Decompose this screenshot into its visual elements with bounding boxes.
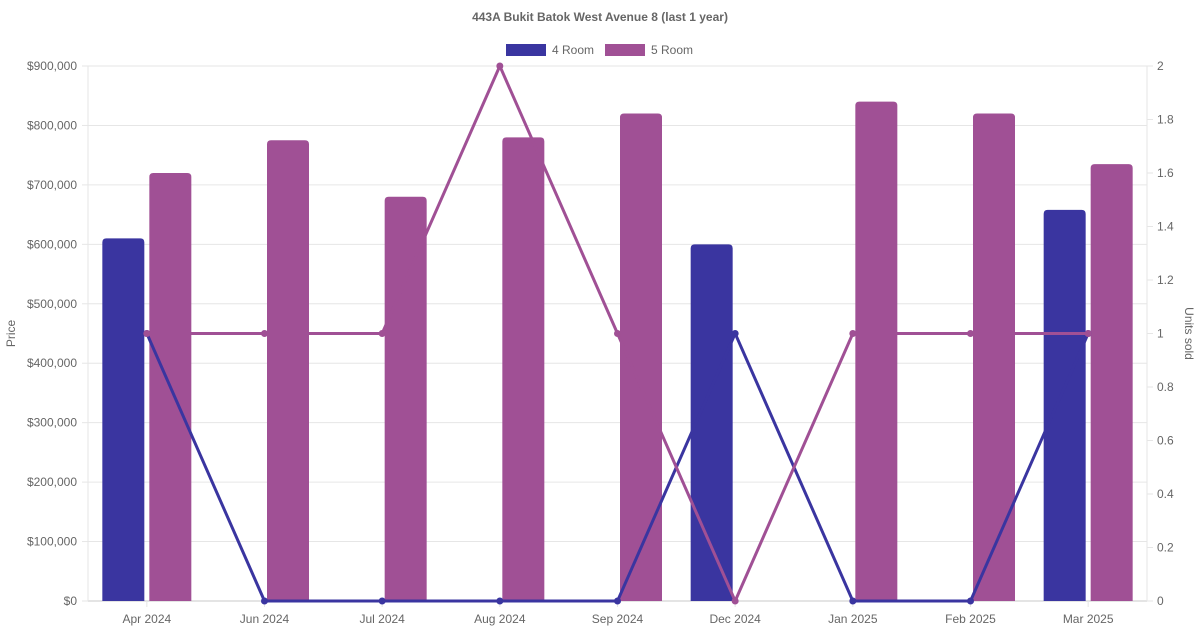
y-right-tick-label: 0.6	[1157, 434, 1174, 448]
y-right-tick-label: 0	[1157, 594, 1164, 608]
y-left-tick-label: $300,000	[27, 416, 77, 430]
legend-swatch-5-room	[605, 44, 645, 56]
units-point-5-room	[614, 330, 621, 337]
y-right-tick-label: 1.2	[1157, 273, 1174, 287]
y-left-tick-label: $0	[64, 594, 78, 608]
y-left-tick-label: $400,000	[27, 356, 77, 370]
units-point-5-room	[378, 330, 386, 337]
x-tick-label: Aug 2024	[474, 612, 526, 626]
y-right-tick-label: 1.4	[1157, 220, 1174, 234]
units-point-5-room	[1084, 330, 1092, 337]
x-tick-label: Feb 2025	[945, 612, 996, 626]
legend-swatch-4-room	[506, 44, 546, 56]
units-point-4-room	[378, 597, 386, 605]
units-point-4-room	[967, 597, 974, 605]
x-tick-label: Mar 2025	[1063, 612, 1114, 626]
x-tick-label: Apr 2024	[122, 612, 171, 626]
y-left-axis-label: Price	[4, 320, 18, 348]
y-right-tick-label: 1.6	[1157, 166, 1174, 180]
legend: 4 Room 5 Room	[506, 43, 693, 57]
y-left-tick-label: $600,000	[27, 237, 77, 251]
y-axis-left: $0 $100,000 $200,000 $300,000 $400,000 $500,0…	[4, 59, 88, 608]
y-right-tick-label: 0.2	[1157, 541, 1174, 555]
bar-5-room	[1090, 164, 1133, 602]
legend-label: 4 Room	[552, 43, 594, 57]
units-point-5-room	[261, 330, 268, 337]
y-left-tick-label: $800,000	[27, 118, 77, 132]
bar-5-room	[973, 113, 1015, 602]
y-right-tick-label: 0.8	[1157, 380, 1174, 394]
y-right-tick-label: 1.8	[1157, 113, 1174, 127]
x-tick-label: Jul 2024	[359, 612, 405, 626]
y-right-tick-label: 2	[1157, 59, 1164, 73]
units-point-5-room	[496, 62, 504, 70]
legend-label: 5 Room	[651, 43, 693, 57]
x-tick-label: Dec 2024	[709, 612, 761, 626]
bar-4-room	[102, 238, 145, 601]
bar-5-room	[855, 101, 898, 602]
x-tick-label: Jan 2025	[828, 612, 878, 626]
unit-lines	[143, 62, 1092, 605]
grid-lines	[87, 65, 1148, 602]
units-point-4-room	[731, 330, 739, 337]
bar-5-room	[267, 140, 309, 602]
units-point-5-room	[143, 330, 151, 337]
y-left-tick-label: $700,000	[27, 178, 77, 192]
y-left-tick-label: $900,000	[27, 59, 77, 73]
units-point-5-room	[731, 597, 739, 605]
units-point-4-room	[261, 597, 268, 605]
bar-4-room	[1043, 209, 1086, 601]
bar-4-room	[690, 244, 733, 602]
y-right-tick-label: 1	[1157, 327, 1164, 341]
units-point-4-room	[849, 597, 857, 605]
units-point-4-room	[496, 597, 504, 605]
bar-5-room	[502, 137, 545, 602]
bar-5-room	[384, 196, 427, 601]
x-tick-label: Jun 2024	[240, 612, 290, 626]
y-left-tick-label: $100,000	[27, 535, 77, 549]
bar-5-room	[620, 113, 662, 602]
y-right-axis-label: Units sold	[1182, 307, 1196, 360]
bars	[102, 101, 1133, 602]
x-axis: Apr 2024 Jun 2024 Jul 2024 Aug 2024 Sep 2024…	[122, 601, 1114, 626]
y-right-tick-label: 0.4	[1157, 487, 1174, 501]
y-left-tick-label: $200,000	[27, 475, 77, 489]
units-point-5-room	[967, 330, 974, 337]
x-tick-label: Sep 2024	[592, 612, 644, 626]
chart-title: 443A Bukit Batok West Avenue 8 (last 1 y…	[472, 10, 728, 24]
y-axis-right: 0 0.2 0.4 0.6 0.8 1 1.2 1.4 1.6 1.8 2 Units sold	[1147, 59, 1196, 608]
units-point-5-room	[849, 330, 857, 337]
y-left-tick-label: $500,000	[27, 297, 77, 311]
units-point-4-room	[614, 597, 621, 605]
